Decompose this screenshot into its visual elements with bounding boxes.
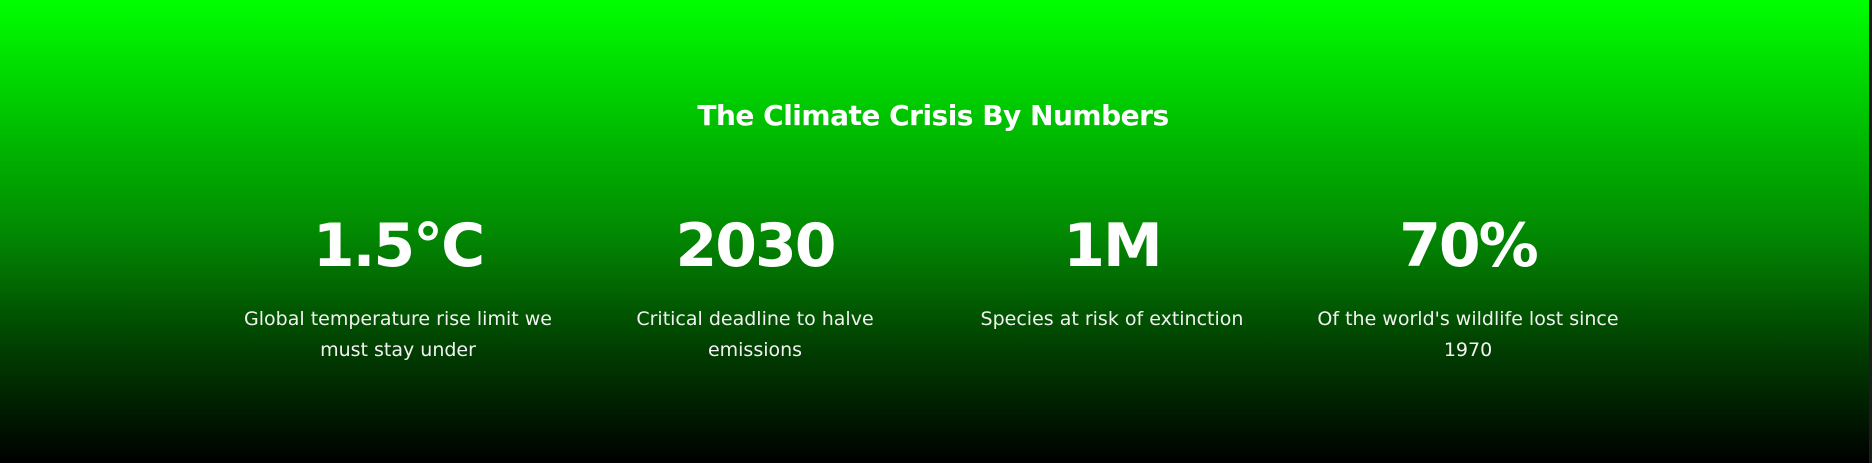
stat-label: Of the world's wildlife lost since 1970 (1317, 308, 1619, 361)
stat-label: Critical deadline to halve emissions (636, 308, 874, 361)
stats-row: 1.5°C Global temperature rise limit we m… (0, 210, 1866, 380)
stat-label: Species at risk of extinction (980, 308, 1244, 330)
stat-label: Global temperature rise limit we must st… (244, 308, 552, 361)
section-title: The Climate Crisis By Numbers (697, 99, 1169, 132)
stat-value: 1.5°C (312, 211, 485, 281)
stat-wildlife: 70% Of the world's wildlife lost since 1… (1308, 210, 1628, 366)
stat-value: 2030 (675, 211, 837, 281)
stat-value: 70% (1399, 211, 1539, 281)
stat-deadline: 2030 Critical deadline to halve emission… (615, 210, 895, 366)
stat-value: 1M (1063, 211, 1162, 281)
stat-temperature: 1.5°C Global temperature rise limit we m… (238, 210, 558, 366)
page-scrollbar[interactable] (1869, 0, 1872, 463)
stat-species: 1M Species at risk of extinction (967, 210, 1257, 335)
